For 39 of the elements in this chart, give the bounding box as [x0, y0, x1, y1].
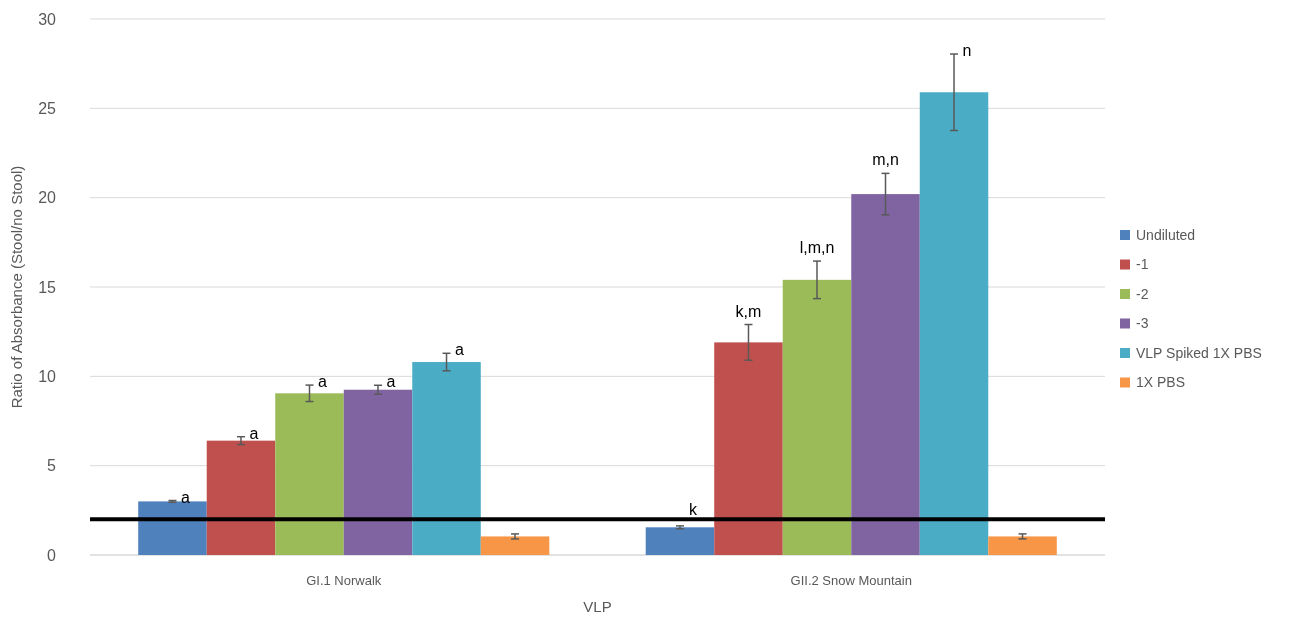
bar [782, 279, 852, 555]
legend-label: -3 [1136, 315, 1149, 332]
bar [412, 362, 481, 555]
y-tick-label: 20 [38, 189, 57, 207]
y-tick-label: 10 [38, 367, 57, 385]
bar [851, 194, 920, 555]
legend-label: 1X PBS [1136, 374, 1186, 391]
data-label: n [962, 42, 972, 60]
bar [138, 501, 207, 555]
y-tick-label: 30 [38, 10, 57, 28]
x-tick-label: GII.2 Snow Mountain [790, 573, 912, 588]
legend-label: -1 [1136, 256, 1149, 273]
bar [206, 440, 276, 555]
y-tick-label: 25 [38, 99, 57, 117]
bar [480, 536, 550, 555]
data-label: k [688, 501, 698, 519]
bar [645, 527, 715, 555]
bar [275, 393, 344, 555]
legend-label: -2 [1136, 285, 1149, 302]
data-label: a [386, 373, 396, 391]
data-label: a [249, 424, 259, 442]
data-label: a [181, 488, 191, 506]
x-axis-title: VLP [583, 598, 612, 615]
data-label: a [455, 341, 465, 359]
bar [714, 342, 783, 555]
data-label: a [318, 373, 328, 391]
y-tick-label: 15 [38, 278, 57, 296]
x-tick-label: GI.1 Norwalk [306, 573, 382, 588]
bar [343, 389, 413, 555]
data-label: l,m,n [799, 239, 835, 257]
bar [919, 92, 989, 555]
y-tick-label: 5 [47, 457, 57, 475]
bar [988, 536, 1057, 555]
legend-label: VLP Spiked 1X PBS [1136, 344, 1262, 361]
y-axis-title: Ratio of Absorbance (Stool/no Stool) [8, 165, 25, 409]
data-label: k,m [735, 302, 762, 320]
y-tick-label: 0 [47, 546, 57, 564]
data-label: m,n [872, 151, 899, 169]
legend-label: Undiluted [1136, 226, 1196, 243]
